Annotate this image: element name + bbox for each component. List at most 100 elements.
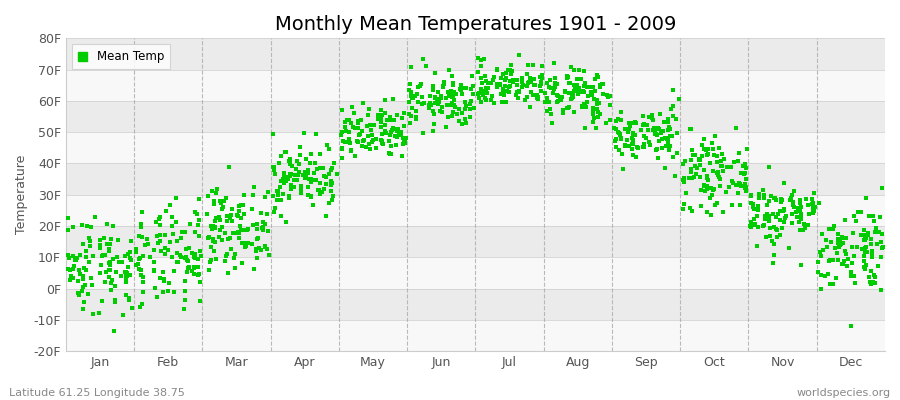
Point	[743, 219, 758, 225]
Point	[662, 147, 677, 153]
Point	[700, 208, 715, 215]
Point	[825, 281, 840, 288]
Point	[72, 252, 86, 258]
Point	[716, 167, 731, 174]
Point	[760, 202, 775, 208]
Point	[857, 232, 871, 238]
Point	[223, 212, 238, 218]
Point	[256, 227, 270, 234]
Point	[708, 202, 723, 209]
Point	[476, 56, 491, 63]
Point	[431, 99, 446, 105]
Point	[763, 233, 778, 239]
Point	[506, 76, 520, 83]
Point	[72, 267, 86, 274]
Point	[61, 265, 76, 272]
Point	[237, 211, 251, 218]
Point	[844, 269, 859, 275]
Point	[372, 112, 386, 118]
Point	[544, 77, 558, 84]
Point	[207, 238, 221, 245]
Point	[445, 99, 459, 106]
Point	[578, 80, 592, 86]
Point	[356, 100, 370, 106]
Point	[746, 200, 760, 207]
Point	[194, 279, 208, 286]
Point	[231, 229, 246, 236]
Point	[319, 174, 333, 180]
Point	[546, 60, 561, 66]
Point	[268, 170, 283, 177]
Point	[776, 207, 790, 214]
Point	[238, 242, 253, 249]
Point	[538, 90, 553, 96]
Point	[204, 226, 219, 232]
Point	[839, 250, 853, 257]
Point	[615, 151, 629, 157]
Point	[93, 270, 107, 276]
Point	[132, 256, 147, 262]
Point	[868, 225, 883, 232]
Point	[133, 304, 148, 310]
Point	[278, 178, 293, 184]
Text: worldspecies.org: worldspecies.org	[796, 388, 891, 398]
Point	[480, 90, 494, 96]
Point	[290, 158, 304, 164]
Point	[231, 212, 246, 219]
Point	[552, 93, 566, 99]
Point	[297, 175, 311, 182]
Point	[701, 146, 716, 152]
Point	[175, 235, 189, 241]
Point	[648, 128, 662, 134]
Point	[219, 195, 233, 202]
Point	[118, 253, 132, 259]
Point	[401, 110, 416, 117]
Point	[304, 178, 319, 185]
Point	[626, 136, 640, 143]
Point	[494, 90, 508, 97]
Point	[384, 143, 399, 150]
Point	[761, 213, 776, 220]
Point	[424, 102, 438, 108]
Point	[186, 265, 201, 271]
Point	[590, 72, 604, 78]
Point	[289, 166, 303, 172]
Point	[490, 67, 504, 74]
Point	[688, 152, 702, 158]
Point	[775, 197, 789, 203]
Point	[762, 214, 777, 220]
Point	[676, 206, 690, 212]
Point	[684, 157, 698, 163]
Point	[874, 287, 888, 294]
Point	[207, 198, 221, 204]
Point	[417, 130, 431, 136]
Point	[76, 265, 91, 271]
Point	[874, 254, 888, 260]
Point	[415, 100, 429, 107]
Point	[299, 156, 313, 162]
Point	[739, 188, 753, 194]
Point	[850, 244, 864, 250]
Point	[521, 78, 535, 85]
Point	[436, 81, 451, 87]
Point	[817, 273, 832, 279]
Point	[712, 144, 726, 151]
Point	[191, 264, 205, 270]
Point	[104, 280, 118, 286]
Point	[550, 92, 564, 98]
Point	[733, 202, 747, 208]
Point	[399, 135, 413, 141]
Point	[737, 184, 751, 191]
Point	[63, 276, 77, 283]
Point	[360, 123, 374, 129]
Point	[611, 115, 625, 122]
Point	[626, 129, 641, 136]
Point	[535, 75, 549, 81]
Point	[108, 282, 122, 289]
Point	[322, 146, 337, 153]
Point	[807, 204, 822, 210]
Point	[611, 147, 625, 153]
Point	[397, 122, 411, 129]
Point	[704, 212, 718, 218]
Point	[212, 198, 227, 204]
